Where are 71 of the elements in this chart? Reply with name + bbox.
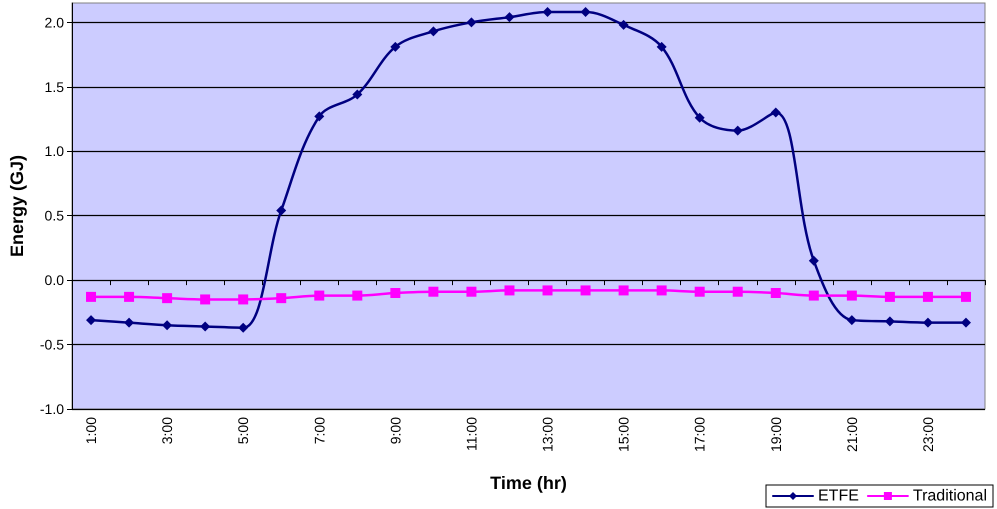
x-tick-label: 5:00 xyxy=(235,416,252,444)
point xyxy=(124,292,134,302)
x-tick-label: 19:00 xyxy=(768,416,784,452)
point xyxy=(504,12,514,22)
point xyxy=(162,320,172,330)
point xyxy=(732,286,743,297)
point xyxy=(922,292,933,302)
x-tick-label: 23:00 xyxy=(920,416,936,452)
point xyxy=(580,285,591,296)
point xyxy=(656,42,667,52)
point xyxy=(580,7,591,18)
point xyxy=(390,288,400,298)
point xyxy=(808,256,819,266)
point xyxy=(770,288,781,298)
point xyxy=(238,322,248,333)
y-tick-label: 0.5 xyxy=(44,208,64,224)
y-tick-label: 1.0 xyxy=(44,143,64,160)
legend-label: ETFE xyxy=(818,488,859,504)
point xyxy=(618,20,629,30)
point xyxy=(884,316,895,326)
point xyxy=(466,286,476,297)
point xyxy=(542,285,553,296)
point xyxy=(694,286,705,297)
x-tick-label: 1:00 xyxy=(83,416,100,444)
x-tick-label: 3:00 xyxy=(159,416,176,444)
point xyxy=(86,315,96,326)
x-tick-label: 11:00 xyxy=(463,416,480,451)
point xyxy=(314,290,324,301)
point xyxy=(960,292,971,302)
point xyxy=(922,318,933,328)
point xyxy=(466,17,476,28)
y-tick-label: -1.0 xyxy=(40,401,64,417)
point xyxy=(276,293,286,304)
point xyxy=(846,315,857,326)
x-tick-label: 21:00 xyxy=(844,416,860,452)
point xyxy=(504,285,514,296)
point xyxy=(200,322,210,332)
y-tick-label: 1.5 xyxy=(44,78,64,95)
point xyxy=(656,285,667,296)
point xyxy=(86,292,96,302)
point xyxy=(200,294,210,304)
y-tick-label: 0.0 xyxy=(44,272,64,288)
point xyxy=(960,318,971,328)
point xyxy=(884,292,895,302)
x-tick-label: 15:00 xyxy=(616,416,632,452)
y-tick-label: 2.0 xyxy=(44,14,64,30)
point xyxy=(352,290,362,301)
point xyxy=(808,290,819,301)
y-axis-title: Energy (GJ) xyxy=(7,154,27,258)
point xyxy=(770,108,781,118)
x-tick-label: 13:00 xyxy=(540,416,556,452)
point xyxy=(618,285,629,296)
point xyxy=(542,7,553,18)
point xyxy=(314,111,324,122)
point xyxy=(352,90,362,100)
point xyxy=(162,293,172,304)
point xyxy=(276,206,286,216)
point xyxy=(124,318,134,328)
x-tick-label: 7:00 xyxy=(311,416,328,444)
point xyxy=(428,286,438,297)
x-axis-title: Time (hr) xyxy=(490,473,567,493)
point xyxy=(846,290,857,301)
x-tick-label: 17:00 xyxy=(692,416,708,452)
x-tick-label: 9:00 xyxy=(387,416,404,444)
point xyxy=(390,42,400,52)
y-tick-label: -0.5 xyxy=(40,336,64,353)
point xyxy=(732,126,743,136)
legend-label: Traditional xyxy=(912,488,987,504)
point xyxy=(694,112,705,123)
point xyxy=(428,26,438,36)
point xyxy=(238,294,248,304)
